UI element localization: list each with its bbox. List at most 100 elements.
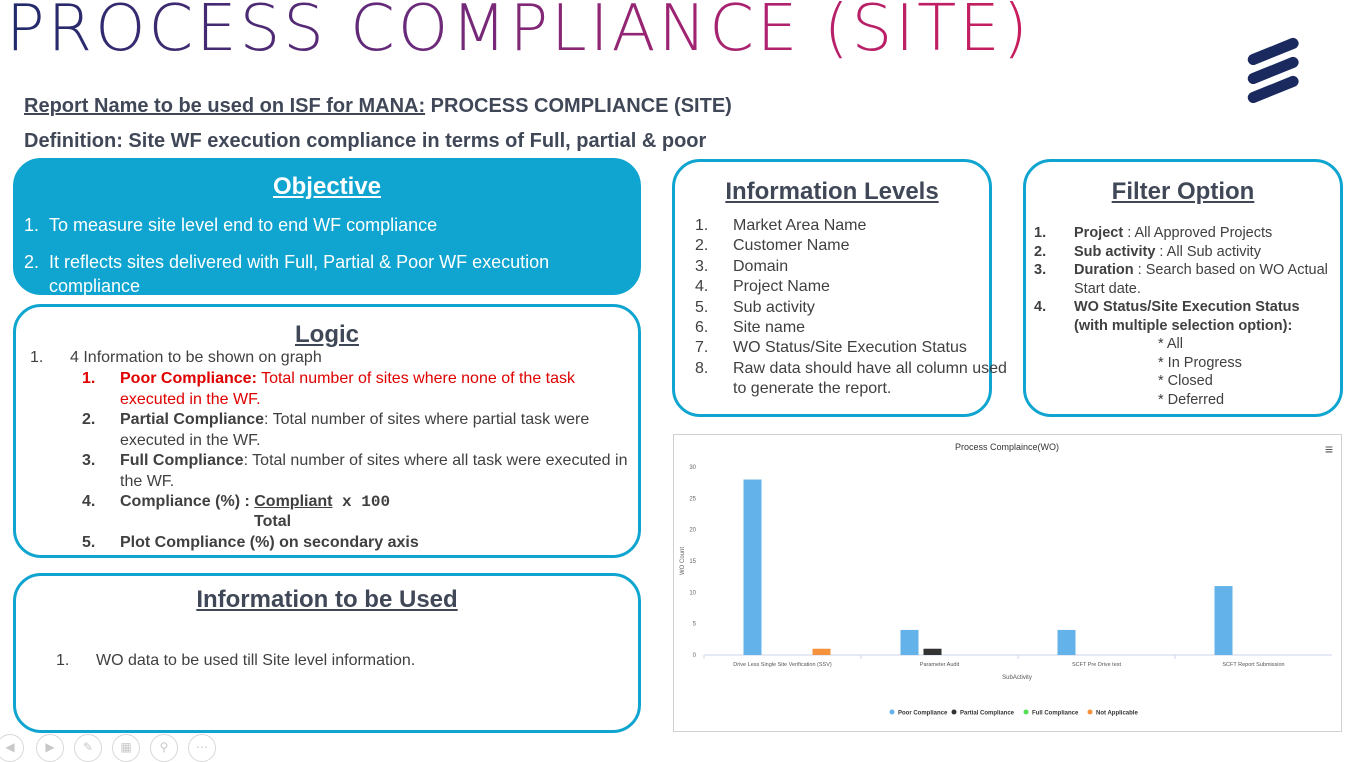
item-term: Duration	[1074, 262, 1134, 278]
report-name-label: Report Name to be used on ISF for MANA:	[24, 95, 426, 117]
next-icon[interactable]: ▶	[36, 734, 64, 762]
y-tick-label: 0	[693, 653, 697, 659]
objective-title: Objective	[272, 173, 382, 200]
item-number: 7.	[695, 339, 709, 357]
pen-icon[interactable]: ✎	[74, 734, 102, 762]
filter-option: * In Progress	[1158, 354, 1242, 371]
item-term: Partial Compliance	[120, 411, 265, 428]
item-number: 4.	[695, 278, 709, 296]
item-term: Full Compliance	[120, 452, 244, 469]
item-text: Site name	[733, 319, 806, 337]
definition-line: Definition: Site WF execution compliance…	[24, 130, 707, 152]
x-tick-label: SCFT Report Submission	[1222, 662, 1284, 668]
bar	[900, 629, 919, 655]
legend-marker	[1023, 709, 1029, 715]
item-text: : All Approved Projects	[1123, 225, 1273, 241]
item-text: Total number of sites where none of the …	[120, 370, 576, 408]
filter-option: * Closed	[1158, 373, 1213, 389]
item-text: : Total number of sites where all task w…	[120, 452, 628, 490]
item-text: Customer Name	[733, 237, 850, 255]
filter-option: * Deferred	[1158, 391, 1225, 408]
list-item: 3. Duration : Search based on WO Actual S…	[1034, 261, 1334, 298]
company-logo	[1247, 37, 1299, 104]
filter-panel: Filter Option 1. Project : All Approved P…	[1023, 159, 1343, 417]
process-compliance-chart: Process Complaince(WO) 0 5 10 15 20 25 30 WO Cou…	[673, 434, 1342, 732]
list-item: 6. Site name	[695, 318, 1025, 338]
legend-entry: Poor Compliance	[898, 711, 948, 717]
item-number: 2.	[82, 411, 96, 428]
item-number: 2.	[24, 252, 40, 272]
list-item: 3. Domain	[695, 257, 1025, 277]
list-item: 7. WO Status/Site Execution Status	[695, 338, 1025, 358]
item-number: 6.	[695, 319, 709, 337]
formula-denominator: Total	[254, 513, 292, 530]
info-levels-title: Information Levels	[725, 178, 939, 205]
item-term: Compliance (%) :	[120, 493, 255, 510]
filter-option: * All	[1158, 336, 1183, 352]
list-item: 1. Project : All Approved Projects	[1034, 224, 1334, 243]
bar	[1057, 629, 1076, 655]
x-tick-label: SCFT Pre Drive test	[1072, 662, 1122, 668]
x-axis-label: SubActivity	[1002, 675, 1032, 681]
info-used-title: Information to be Used	[196, 586, 458, 613]
item-number: 4.	[1034, 299, 1047, 315]
list-item: 3. Full Compliance: Total number of site…	[82, 451, 642, 492]
list-item: 2. Partial Compliance: Total number of s…	[82, 410, 642, 451]
hamburger-menu-icon[interactable]: ≡	[1324, 441, 1333, 457]
item-number: 5.	[695, 298, 709, 316]
item-text: It reflects sites delivered with Full, P…	[49, 252, 550, 296]
filter-list: 1. Project : All Approved Projects 2. Sub …	[1034, 224, 1334, 409]
y-tick-label: 15	[689, 559, 696, 565]
list-item: 2. It reflects sites delivered with Full…	[24, 250, 624, 298]
slides-icon[interactable]: ▦	[112, 734, 140, 762]
objective-panel: Objective 1. To measure site level end t…	[13, 158, 641, 298]
list-item: 4. Project Name	[695, 277, 1025, 297]
logic-panel: Logic 1. 4 Information to be shown on gr…	[13, 304, 641, 558]
prev-icon[interactable]: ◀	[0, 734, 24, 762]
bar	[1214, 586, 1233, 655]
logic-list: 1. Poor Compliance: Total number of site…	[82, 369, 642, 554]
item-term: Project	[1074, 225, 1124, 241]
y-axis-label: WO Count	[680, 547, 686, 575]
item-number: 2.	[1034, 243, 1047, 260]
info-levels-panel: Information Levels 1. Market Area Name 2.…	[672, 159, 1007, 417]
y-tick-label: 20	[689, 528, 696, 534]
objective-list: 1. To measure site level end to end WF c…	[24, 215, 624, 298]
item-number: 2.	[695, 237, 709, 255]
y-tick-label: 5	[693, 622, 697, 628]
y-tick-label: 10	[689, 590, 696, 596]
item-number: 1.	[1034, 225, 1047, 241]
legend-marker	[951, 709, 957, 715]
legend-entry: Not Applicable	[1096, 711, 1138, 717]
x-tick-label: Parameter Audit	[920, 662, 960, 668]
formula-multiplier: x 100	[332, 493, 391, 511]
item-text: WO Status/Site Execution Status	[733, 339, 967, 357]
item-term: WO Status/Site Execution Status (with mu…	[1074, 299, 1300, 334]
bar	[923, 648, 942, 655]
filter-title: Filter Option	[1111, 178, 1255, 205]
list-item: 5. Plot Compliance (%) on secondary axis	[82, 533, 642, 554]
item-number: 3.	[82, 452, 96, 469]
y-tick-label: 30	[689, 465, 696, 471]
report-name-line: Report Name to be used on ISF for MANA: …	[24, 95, 732, 118]
item-number: 3.	[1034, 262, 1047, 278]
bar	[743, 479, 762, 655]
x-tick-label: Drive Less Single Site Verification (SSV…	[733, 662, 832, 668]
item-text: Market Area Name	[733, 217, 867, 234]
list-item: 4. Compliance (%) : Compliant x 100 Tota…	[82, 492, 642, 533]
item-number: 5.	[82, 534, 96, 551]
chart-title: Process Complaince(WO)	[955, 442, 1059, 452]
zoom-icon[interactable]: ⚲	[150, 734, 178, 762]
list-item: 5. Sub activity	[695, 298, 1025, 318]
chart-svg: Process Complaince(WO) 0 5 10 15 20 25 30 WO Cou…	[680, 442, 1332, 717]
report-name-value: PROCESS COMPLIANCE (SITE)	[425, 95, 732, 117]
item-text: Raw data should have all column used to …	[733, 359, 1007, 398]
item-text: 4 Information to be shown on graph	[70, 349, 322, 366]
item-text: : Total number of sites where partial ta…	[120, 411, 590, 449]
more-icon[interactable]: ⋯	[188, 734, 216, 762]
item-term: Plot Compliance (%) on secondary axis	[120, 534, 419, 551]
list-item: 1. WO data to be used till Site level in…	[56, 652, 415, 670]
item-text: : Search based on WO Actual Start date.	[1074, 262, 1328, 297]
legend-entry: Full Compliance	[1032, 711, 1079, 717]
bar	[812, 648, 831, 655]
